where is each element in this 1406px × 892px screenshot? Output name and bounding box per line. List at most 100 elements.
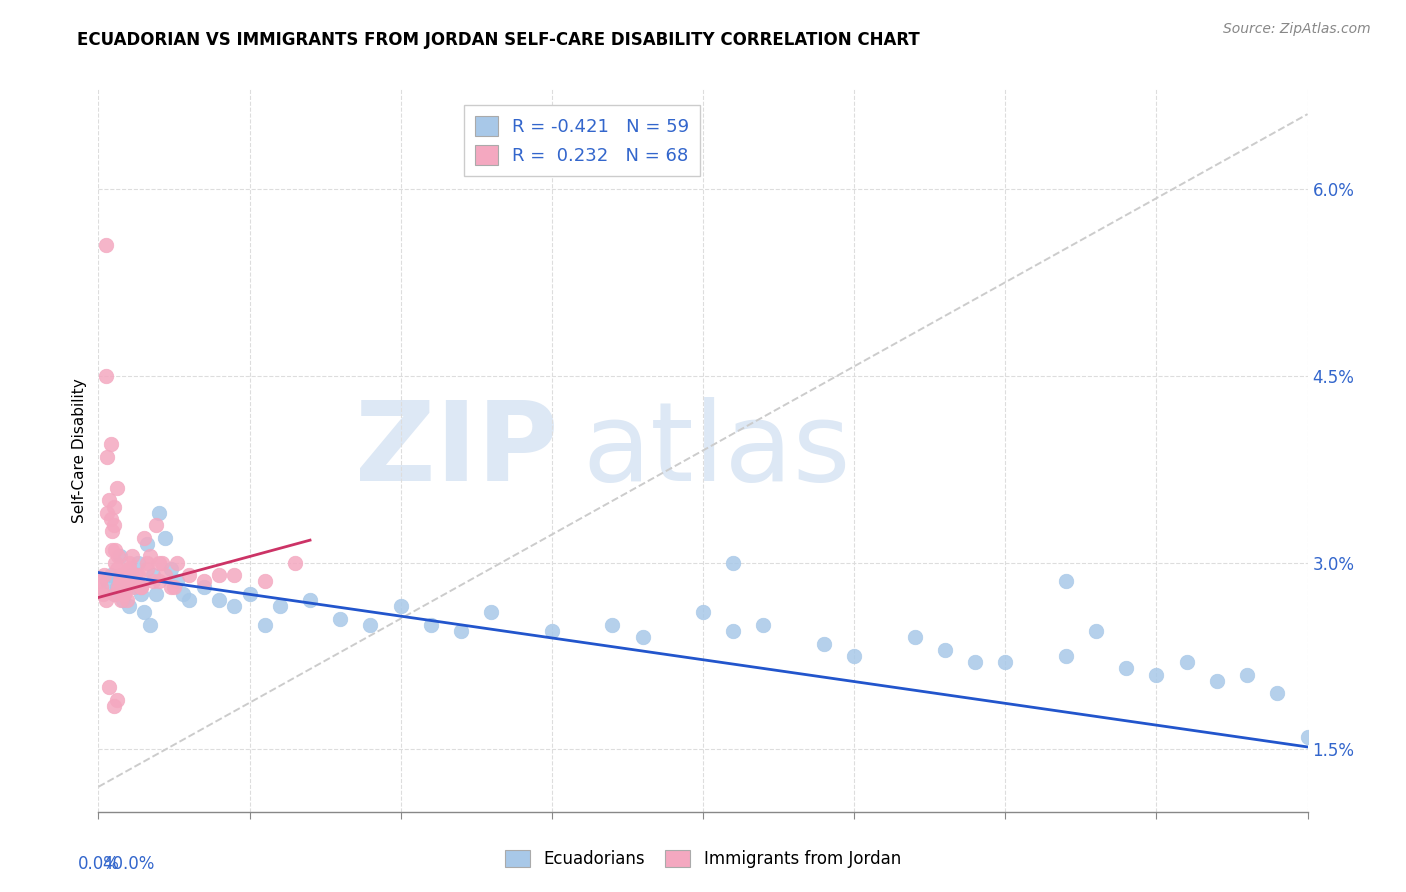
Point bbox=[105, 692, 128, 706]
Point bbox=[1054, 648, 1077, 663]
Point bbox=[692, 606, 714, 620]
Point bbox=[299, 593, 322, 607]
Point bbox=[145, 518, 167, 533]
Point bbox=[105, 562, 128, 576]
Point bbox=[904, 630, 927, 644]
Point bbox=[1175, 655, 1198, 669]
Point bbox=[111, 593, 134, 607]
Text: atlas: atlas bbox=[582, 397, 851, 504]
Point bbox=[1296, 730, 1319, 744]
Point bbox=[129, 581, 152, 595]
Point bbox=[389, 599, 412, 614]
Point bbox=[135, 562, 157, 576]
Point bbox=[94, 368, 117, 383]
Point bbox=[90, 581, 112, 595]
Point bbox=[450, 624, 472, 638]
Point bbox=[124, 574, 146, 589]
Point bbox=[114, 581, 136, 595]
Point bbox=[100, 437, 122, 451]
Legend: R = -0.421   N = 59, R =  0.232   N = 68: R = -0.421 N = 59, R = 0.232 N = 68 bbox=[464, 105, 700, 176]
Point bbox=[124, 581, 146, 595]
Point bbox=[148, 574, 170, 589]
Point bbox=[135, 537, 157, 551]
Point bbox=[114, 574, 136, 589]
Point bbox=[110, 574, 132, 589]
Point bbox=[132, 531, 155, 545]
Point bbox=[208, 568, 231, 582]
Point bbox=[118, 599, 141, 614]
Point bbox=[129, 587, 152, 601]
Point bbox=[420, 618, 443, 632]
Point bbox=[118, 562, 141, 576]
Point bbox=[148, 506, 170, 520]
Point bbox=[98, 493, 121, 508]
Point bbox=[631, 630, 654, 644]
Point bbox=[135, 556, 157, 570]
Point bbox=[105, 481, 128, 495]
Point bbox=[166, 556, 188, 570]
Point bbox=[1054, 574, 1077, 589]
Point bbox=[101, 524, 124, 539]
Point bbox=[114, 574, 136, 589]
Point bbox=[148, 556, 170, 570]
Point bbox=[91, 587, 114, 601]
Point bbox=[193, 574, 215, 589]
Point bbox=[284, 556, 307, 570]
Point bbox=[1146, 667, 1168, 681]
Point bbox=[103, 698, 125, 713]
Text: ZIP: ZIP bbox=[354, 397, 558, 504]
Point bbox=[108, 574, 131, 589]
Point bbox=[723, 556, 745, 570]
Point bbox=[153, 568, 176, 582]
Point bbox=[723, 624, 745, 638]
Legend: Ecuadorians, Immigrants from Jordan: Ecuadorians, Immigrants from Jordan bbox=[499, 843, 907, 875]
Point bbox=[103, 587, 125, 601]
Point bbox=[481, 606, 503, 620]
Point bbox=[101, 543, 124, 558]
Point bbox=[150, 556, 173, 570]
Point bbox=[104, 556, 127, 570]
Point bbox=[1267, 686, 1289, 700]
Text: 0.0%: 0.0% bbox=[77, 855, 120, 873]
Point bbox=[121, 549, 143, 564]
Point bbox=[208, 593, 231, 607]
Point bbox=[115, 593, 138, 607]
Point bbox=[108, 568, 131, 582]
Point bbox=[108, 549, 131, 564]
Point bbox=[120, 568, 142, 582]
Y-axis label: Self-Care Disability: Self-Care Disability bbox=[72, 378, 87, 523]
Point bbox=[172, 587, 194, 601]
Point bbox=[160, 581, 183, 595]
Point bbox=[129, 581, 152, 595]
Point bbox=[153, 531, 176, 545]
Point bbox=[1236, 667, 1258, 681]
Point bbox=[107, 549, 129, 564]
Point bbox=[994, 655, 1017, 669]
Point bbox=[132, 606, 155, 620]
Point bbox=[934, 642, 956, 657]
Point bbox=[142, 568, 165, 582]
Point bbox=[124, 568, 146, 582]
Point bbox=[1085, 624, 1108, 638]
Point bbox=[139, 618, 162, 632]
Point bbox=[107, 581, 129, 595]
Point bbox=[104, 587, 127, 601]
Point bbox=[112, 587, 135, 601]
Text: 40.0%: 40.0% bbox=[103, 855, 155, 873]
Point bbox=[103, 518, 125, 533]
Point bbox=[112, 581, 135, 595]
Point bbox=[111, 568, 134, 582]
Point bbox=[224, 568, 246, 582]
Point bbox=[110, 593, 132, 607]
Point bbox=[965, 655, 987, 669]
Point bbox=[96, 450, 118, 464]
Point bbox=[118, 562, 141, 576]
Point bbox=[93, 568, 115, 582]
Point bbox=[96, 506, 118, 520]
Point bbox=[602, 618, 624, 632]
Point bbox=[179, 568, 201, 582]
Text: ECUADORIAN VS IMMIGRANTS FROM JORDAN SELF-CARE DISABILITY CORRELATION CHART: ECUADORIAN VS IMMIGRANTS FROM JORDAN SEL… bbox=[77, 31, 920, 49]
Point bbox=[105, 581, 128, 595]
Point bbox=[1115, 661, 1137, 675]
Point bbox=[139, 549, 162, 564]
